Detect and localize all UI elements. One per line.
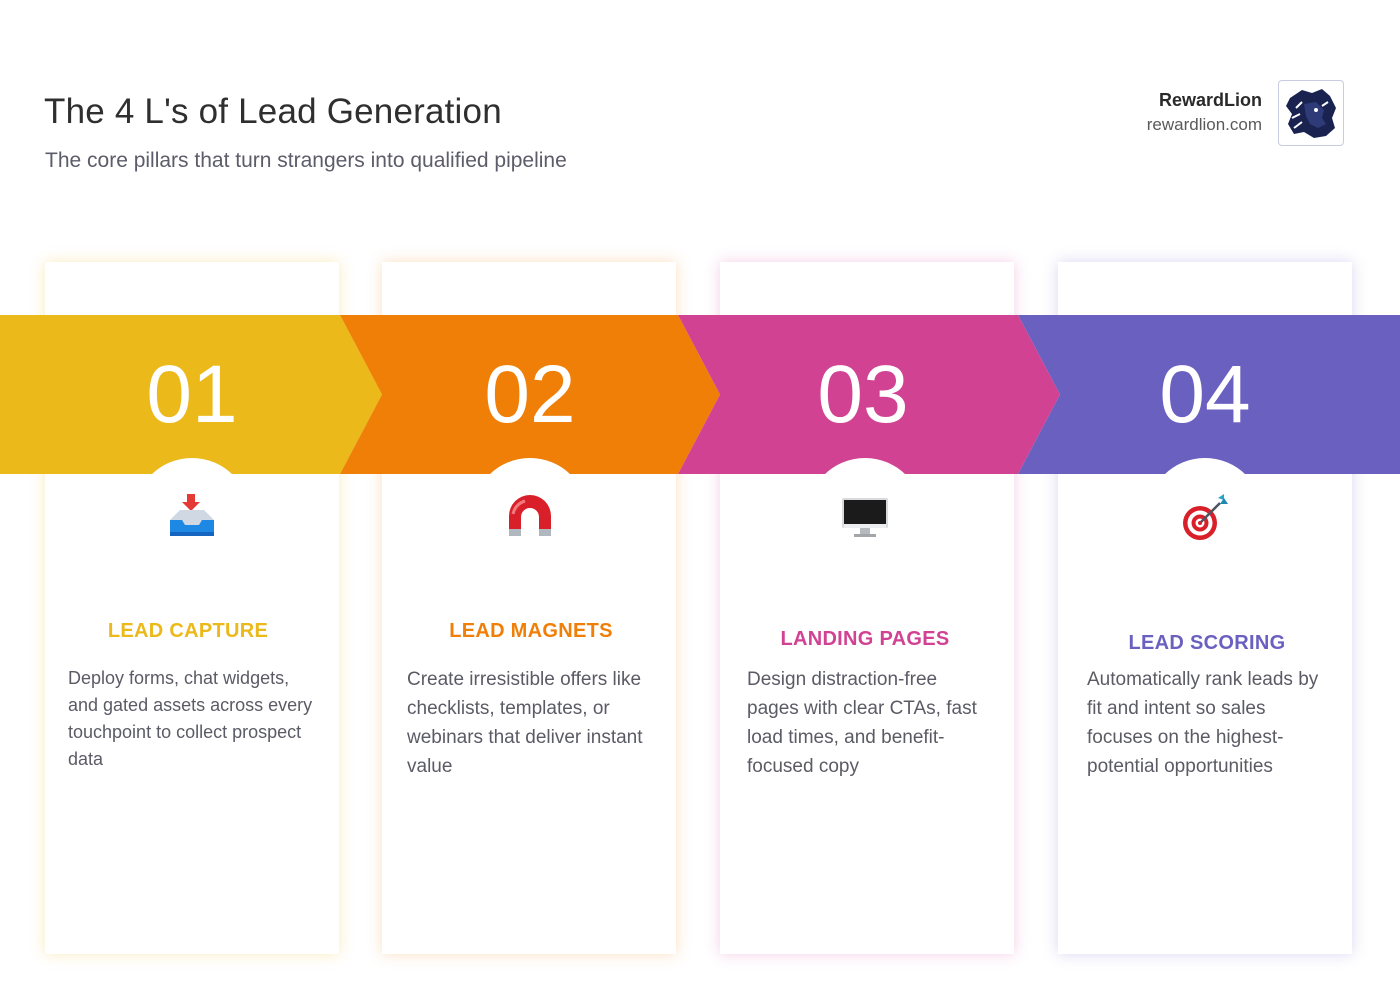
icon-badge-3 — [807, 458, 923, 574]
pillar-description-2: Create irresistible offers like checklis… — [407, 669, 643, 777]
pillar-number-2: 02 — [484, 349, 575, 440]
inbox-tray-icon — [170, 494, 214, 536]
pillar-chevron-band: 01 02 03 04 — [0, 315, 1400, 474]
magnet-icon — [509, 495, 551, 536]
icon-badge-4 — [1147, 458, 1263, 574]
target-dart-icon — [1183, 494, 1228, 540]
pillar-number-4: 04 — [1159, 349, 1250, 440]
pillar-title-2: LEAD MAGNETS — [449, 620, 613, 642]
page-title: The 4 L's of Lead Generation — [44, 92, 502, 131]
icon-badge-1 — [134, 458, 250, 574]
lion-head-icon — [1278, 80, 1344, 146]
desktop-monitor-icon — [842, 498, 888, 537]
chevron-segment-4 — [1018, 315, 1400, 474]
pillar-number-1: 01 — [146, 349, 237, 440]
chevron-segment-3 — [678, 315, 1060, 474]
pillar-description-3: Design distraction-free pages with clear… — [747, 669, 977, 777]
brand-url: rewardlion.com — [1146, 115, 1262, 134]
pillar-title-3: LANDING PAGES — [780, 628, 950, 650]
pillar-description-1: Deploy forms, chat widgets, and gated as… — [68, 668, 313, 769]
icon-badge-2 — [472, 458, 588, 574]
chevron-segment-1 — [0, 315, 382, 474]
pillar-title-4: LEAD SCORING — [1128, 632, 1286, 654]
brand-block: RewardLion rewardlion.com — [1147, 80, 1344, 146]
pillar-number-3: 03 — [817, 349, 908, 440]
page-subtitle: The core pillars that turn strangers int… — [45, 149, 567, 172]
pillar-description-4: Automatically rank leads by fit and inte… — [1087, 669, 1319, 777]
chevron-segment-2 — [340, 315, 720, 474]
pillar-title-1: LEAD CAPTURE — [107, 620, 269, 642]
brand-name: RewardLion — [1158, 90, 1262, 110]
